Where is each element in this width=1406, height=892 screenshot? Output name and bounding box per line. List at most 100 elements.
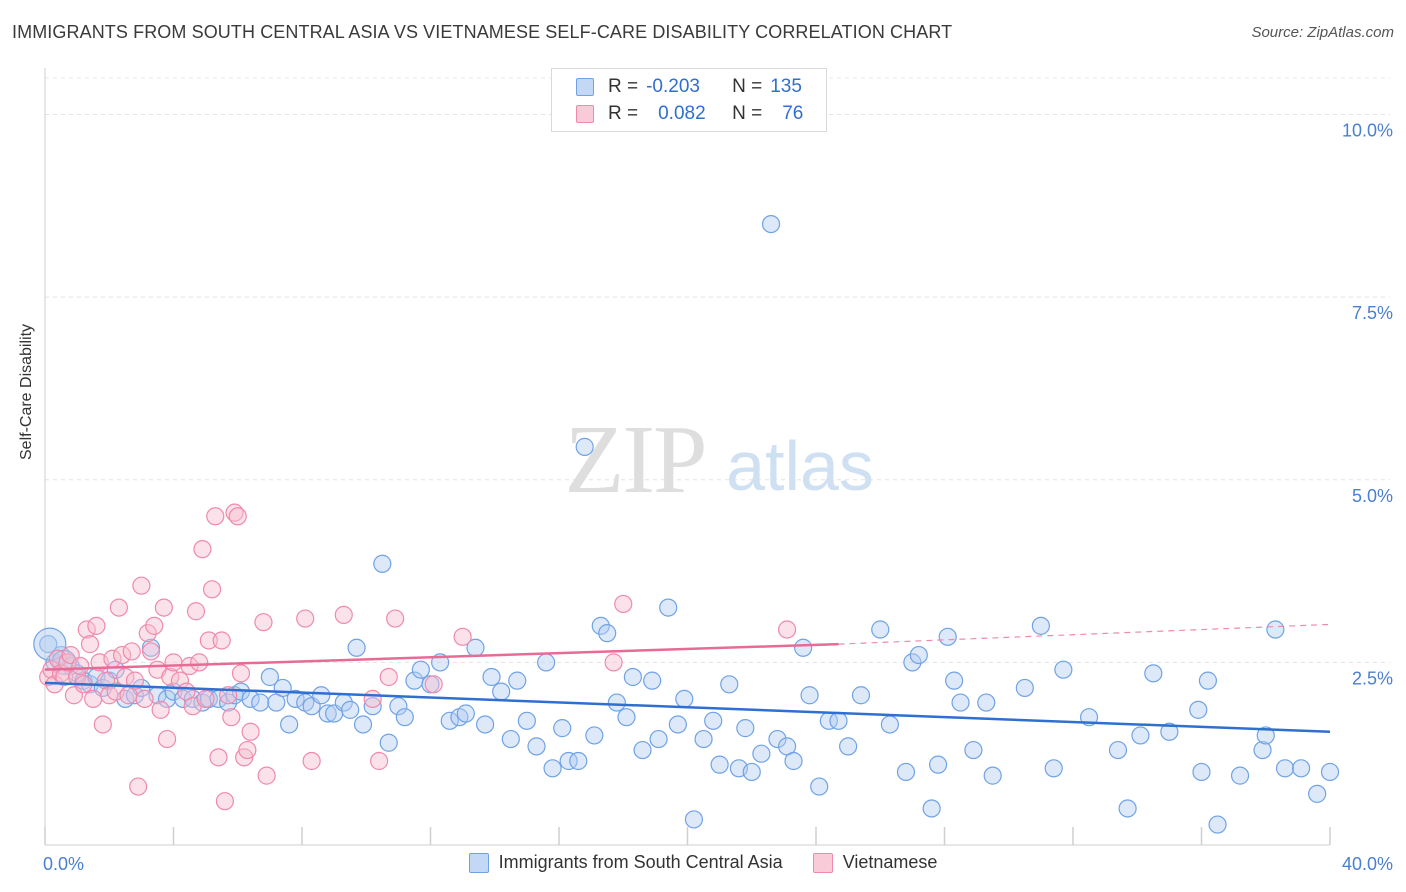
point-immigrants: [736, 719, 755, 738]
point-immigrants: [1291, 759, 1311, 778]
point-immigrants: [251, 693, 270, 712]
stats-swatch-vietnamese: [576, 105, 594, 123]
point-immigrants: [219, 693, 238, 712]
point-vietnamese: [386, 609, 405, 628]
r-label: R =: [608, 76, 639, 97]
point-immigrants: [784, 751, 803, 771]
n-value: 135: [770, 76, 802, 97]
point-vietnamese: [161, 667, 180, 687]
point-immigrants: [977, 693, 996, 712]
point-immigrants: [598, 624, 617, 643]
point-immigrants: [704, 711, 723, 730]
point-immigrants: [389, 697, 408, 716]
point-immigrants: [341, 700, 360, 719]
n-label: N =: [732, 76, 763, 97]
point-immigrants: [508, 671, 527, 690]
point-immigrants: [537, 653, 556, 672]
point-immigrants: [553, 719, 572, 738]
point-immigrants: [964, 740, 983, 760]
point-immigrants: [1320, 762, 1340, 782]
point-vietnamese: [193, 540, 212, 559]
point-immigrants: [527, 737, 546, 756]
point-vietnamese: [254, 613, 273, 632]
tick-labels: 2.5% 5.0% 7.5% 10.0% 0.0% 40.0%: [43, 121, 1393, 874]
trend-line-vietnamese: [44, 642, 839, 671]
point-vietnamese: [215, 792, 234, 811]
point-vietnamese: [71, 656, 90, 676]
point-immigrants: [983, 766, 1002, 785]
point-vietnamese: [199, 631, 218, 650]
point-vietnamese: [80, 635, 100, 654]
legend-item-immigrants[interactable]: Immigrants from South Central Asia: [468, 852, 783, 873]
point-immigrants: [1266, 620, 1285, 639]
point-vietnamese: [614, 594, 633, 614]
point-immigrants: [752, 744, 771, 763]
point-immigrants: [1189, 700, 1208, 719]
watermark-zip: ZIP: [565, 406, 706, 514]
point-immigrants: [482, 667, 501, 687]
point-immigrants: [607, 693, 626, 712]
point-immigrants: [1108, 740, 1128, 760]
point-vietnamese: [206, 507, 225, 526]
point-vietnamese: [112, 645, 132, 665]
point-immigrants: [903, 653, 922, 672]
point-vietnamese: [151, 700, 170, 719]
point-vietnamese: [138, 624, 157, 643]
point-immigrants: [1015, 678, 1034, 698]
n-value: 76: [782, 103, 804, 124]
point-vietnamese: [202, 580, 222, 599]
point-vietnamese: [132, 576, 151, 595]
legend-swatch-immigrants: [468, 852, 489, 873]
point-vietnamese: [93, 715, 112, 734]
point-vietnamese: [379, 667, 398, 687]
axes: [44, 68, 1331, 846]
y-tick-label: 7.5%: [1352, 303, 1393, 323]
point-immigrants: [1275, 759, 1295, 778]
point-vietnamese: [238, 740, 257, 760]
chart-title: IMMIGRANTS FROM SOUTH CENTRAL ASIA VS VI…: [12, 22, 953, 42]
point-immigrants: [183, 689, 202, 709]
point-immigrants: [501, 729, 520, 749]
point-immigrants: [1031, 616, 1050, 635]
point-vietnamese: [145, 616, 164, 635]
point-vietnamese: [228, 507, 247, 526]
point-immigrants: [742, 762, 761, 782]
point-immigrants: [617, 708, 636, 727]
point-vietnamese: [424, 675, 443, 694]
r-value: 0.082: [658, 103, 706, 124]
point-vietnamese: [334, 605, 353, 625]
point-immigrants: [517, 711, 536, 730]
trend-lines: [44, 623, 1331, 734]
x-tick-label: 0.0%: [43, 854, 84, 874]
point-immigrants: [928, 755, 948, 774]
point-immigrants: [623, 667, 642, 687]
point-immigrants: [1044, 759, 1063, 778]
point-immigrants: [896, 762, 916, 782]
point-immigrants: [1144, 664, 1163, 683]
stats-row-vietnamese: R = 0.082 N = 76: [576, 102, 803, 126]
point-immigrants: [1192, 762, 1211, 782]
point-vietnamese: [241, 722, 260, 741]
point-vietnamese: [302, 751, 321, 771]
point-vietnamese: [164, 653, 183, 672]
point-immigrants: [694, 729, 713, 749]
point-vietnamese: [141, 642, 161, 661]
point-immigrants: [761, 214, 781, 234]
point-vietnamese: [157, 729, 177, 749]
point-immigrants: [363, 697, 382, 716]
legend-item-vietnamese[interactable]: Vietnamese: [812, 852, 937, 873]
point-immigrants: [395, 708, 414, 727]
point-immigrants: [794, 638, 813, 657]
point-vietnamese: [222, 708, 241, 727]
point-immigrants: [710, 755, 729, 774]
legend-swatch-vietnamese: [812, 852, 833, 873]
point-immigrants: [800, 686, 819, 705]
point-immigrants: [492, 682, 511, 701]
point-immigrants: [1208, 815, 1227, 834]
point-immigrants: [1054, 660, 1073, 679]
point-immigrants: [909, 645, 928, 665]
point-immigrants: [379, 733, 398, 752]
point-immigrants: [347, 638, 366, 657]
point-immigrants: [951, 693, 970, 712]
point-vietnamese: [129, 777, 148, 796]
